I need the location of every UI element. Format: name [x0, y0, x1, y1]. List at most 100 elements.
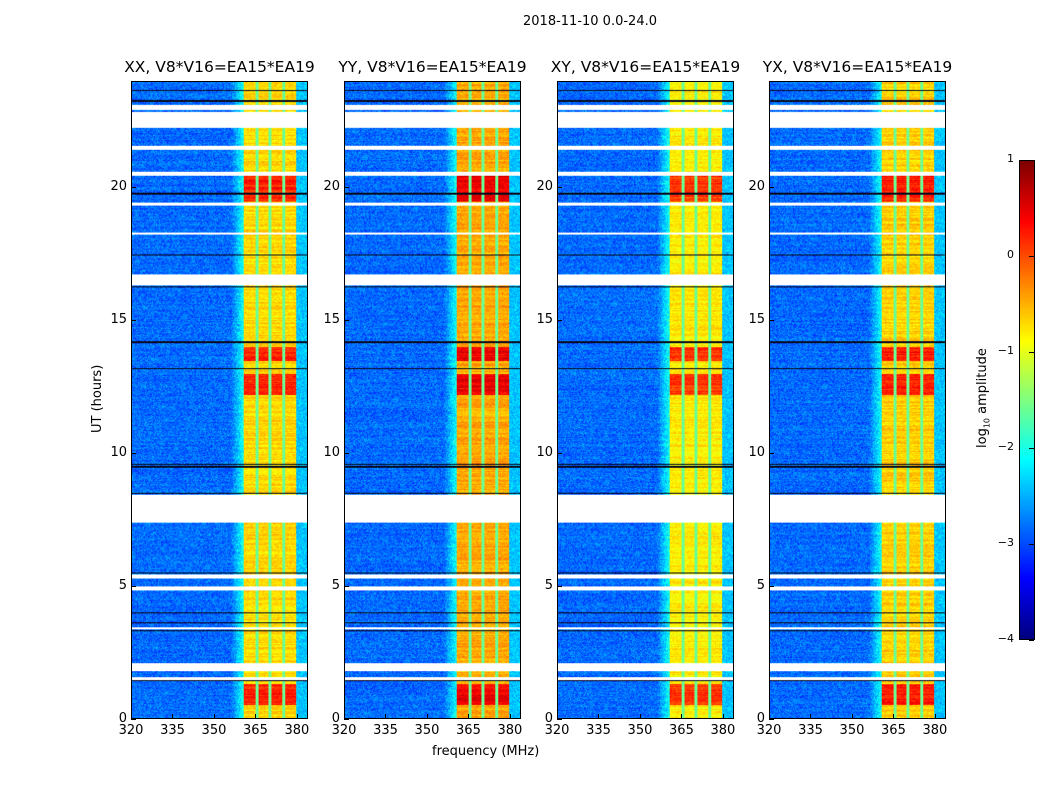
y-tick-mark: [344, 453, 349, 455]
y-tick-label: 20: [323, 179, 340, 195]
x-tick-label: 365: [669, 723, 694, 738]
y-tick-label: 0: [331, 711, 340, 726]
x-tick-mark: [934, 714, 936, 719]
x-tick-mark: [172, 714, 174, 719]
x-tick-mark: [598, 714, 600, 719]
colorbar-tick-label: 1: [1007, 152, 1014, 165]
y-tick-label: 10: [536, 445, 553, 461]
y-tick-label: 20: [748, 179, 765, 195]
y-tick-mark: [557, 320, 562, 322]
colorbar: [1019, 160, 1035, 640]
y-tick-mark: [769, 586, 774, 588]
spectrogram-panel: [344, 81, 521, 719]
x-tick-label: 350: [627, 723, 653, 738]
y-tick-mark: [344, 320, 349, 322]
x-tick-mark: [509, 714, 511, 719]
x-tick-mark: [639, 714, 641, 719]
colorbar-label-rest: amplitude: [975, 348, 990, 418]
x-tick-label: 380: [922, 723, 948, 738]
x-tick-mark: [426, 714, 428, 719]
colorbar-label: log10 amplitude: [975, 348, 992, 448]
x-tick-mark: [468, 714, 470, 719]
colorbar-tick-mark: [1029, 544, 1034, 545]
spectrogram-panel: [557, 81, 734, 719]
colorbar-tick-mark: [1029, 640, 1034, 641]
y-tick-label: 10: [110, 445, 127, 461]
y-tick-mark: [557, 453, 562, 455]
y-tick-label: 15: [748, 312, 765, 328]
y-tick-mark: [557, 719, 562, 720]
x-tick-label: 320: [544, 723, 570, 738]
x-tick-label: 365: [881, 723, 906, 738]
x-tick-label: 350: [201, 723, 227, 738]
y-tick-mark: [131, 586, 136, 588]
y-tick-label: 10: [323, 445, 340, 461]
y-tick-label: 5: [544, 578, 553, 594]
x-tick-mark: [769, 714, 770, 719]
spectrogram-image: [558, 82, 733, 718]
colorbar-tick-label: 0: [1007, 248, 1014, 261]
x-tick-label: 335: [373, 723, 398, 738]
panel-title: YY, V8*V16=EA15*EA19: [338, 58, 527, 76]
x-tick-mark: [344, 714, 345, 719]
y-tick-mark: [131, 187, 136, 189]
x-tick-mark: [681, 714, 683, 719]
colorbar-tick-mark: [1029, 352, 1034, 353]
x-tick-label: 335: [798, 723, 823, 738]
y-tick-mark: [344, 719, 349, 720]
y-tick-mark: [557, 586, 562, 588]
y-tick-mark: [344, 586, 349, 588]
x-tick-label: 365: [456, 723, 481, 738]
x-tick-label: 335: [586, 723, 611, 738]
y-tick-label: 5: [331, 578, 340, 594]
y-tick-label: 15: [323, 312, 340, 328]
x-tick-label: 320: [331, 723, 357, 738]
x-tick-label: 365: [243, 723, 268, 738]
y-tick-label: 10: [748, 445, 765, 461]
colorbar-tick-label: −1: [997, 344, 1014, 357]
spectrogram-panel: [769, 81, 946, 719]
x-tick-label: 380: [497, 723, 523, 738]
colorbar-tick-label: −4: [997, 632, 1014, 645]
y-tick-label: 20: [110, 179, 127, 195]
panel-title: XY, V8*V16=EA15*EA19: [550, 58, 741, 76]
y-tick-mark: [769, 719, 774, 720]
x-tick-label: 380: [710, 723, 736, 738]
x-tick-mark: [213, 714, 215, 719]
y-tick-label: 5: [756, 578, 765, 594]
figure-suptitle: 2018-11-10 0.0-24.0: [523, 14, 657, 29]
spectrogram-image: [345, 82, 520, 718]
x-tick-label: 350: [414, 723, 440, 738]
colorbar-tick-mark: [1029, 256, 1034, 257]
x-tick-mark: [255, 714, 257, 719]
colorbar-tick-mark: [1029, 448, 1034, 449]
x-tick-mark: [557, 714, 558, 719]
y-tick-mark: [131, 453, 136, 455]
y-tick-mark: [344, 187, 349, 189]
y-tick-mark: [769, 320, 774, 322]
y-tick-label: 0: [118, 711, 127, 726]
x-tick-mark: [296, 714, 298, 719]
y-tick-mark: [769, 453, 774, 455]
colorbar-gradient: [1020, 161, 1034, 639]
y-tick-label: 15: [536, 312, 553, 328]
y-tick-label: 15: [110, 312, 127, 328]
colorbar-tick-label: −3: [997, 536, 1014, 549]
y-tick-label: 5: [118, 578, 127, 594]
x-tick-label: 320: [118, 723, 144, 738]
x-tick-label: 320: [756, 723, 782, 738]
x-tick-mark: [893, 714, 895, 719]
panel-title: XX, V8*V16=EA15*EA19: [124, 58, 315, 76]
spectrogram-image: [770, 82, 945, 718]
x-tick-label: 350: [839, 723, 865, 738]
colorbar-tick-mark: [1029, 160, 1034, 161]
x-tick-label: 380: [284, 723, 310, 738]
spectrogram-image: [132, 82, 307, 718]
panel-title: YX, V8*V16=EA15*EA19: [762, 58, 953, 76]
x-tick-label: 335: [160, 723, 185, 738]
spectrogram-panel: [131, 81, 308, 719]
y-tick-label: 0: [544, 711, 553, 726]
y-tick-mark: [131, 719, 136, 720]
y-tick-label: 0: [756, 711, 765, 726]
